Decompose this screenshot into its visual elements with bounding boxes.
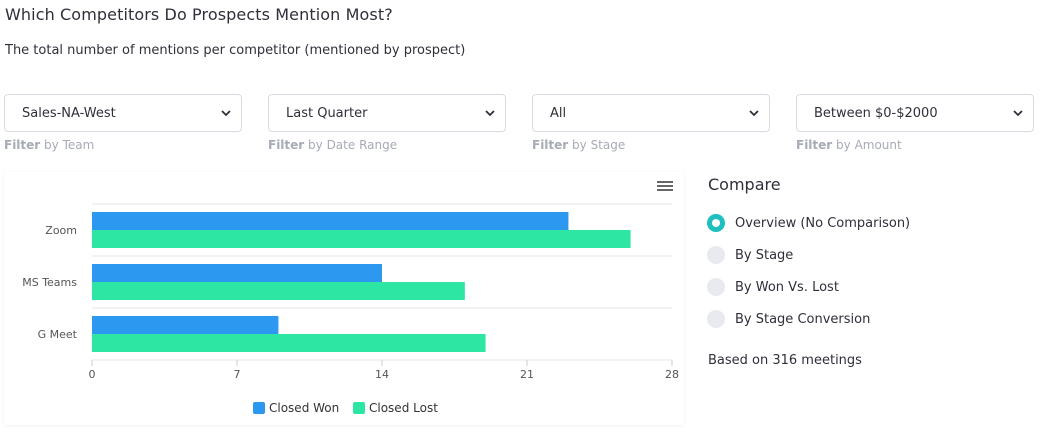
team-filter: Sales-NA-West Filter by Team	[4, 94, 242, 152]
compare-option-stage-conversion[interactable]: By Stage Conversion	[707, 310, 870, 328]
x-tick-label: 28	[665, 368, 679, 381]
x-tick-label: 7	[234, 368, 241, 381]
stage-filter: All Filter by Stage	[532, 94, 770, 152]
competitor-bar-chart: Zoom MS Teams G Meet 0 7 14 21 28 Closed Won Clos…	[22, 203, 679, 415]
radio-unchecked-icon[interactable]	[707, 310, 725, 328]
date-range-filter-label: Filter by Date Range	[268, 138, 398, 152]
compare-title: Compare	[708, 175, 781, 194]
bar-closed-lost-g-meet	[92, 334, 486, 352]
page-subtitle: The total number of mentions per competi…	[5, 43, 466, 58]
amount-filter-label: Filter by Amount	[796, 138, 902, 152]
competitor-chart-card: Zoom MS Teams G Meet 0 7 14 21 28 Closed Won Clos…	[4, 172, 684, 425]
bar-closed-lost-zoom	[92, 230, 631, 248]
amount-select-value: Between $0-$2000	[814, 105, 938, 121]
date-range-select[interactable]: Last Quarter	[268, 94, 506, 132]
compare-option-by-stage[interactable]: By Stage	[707, 246, 793, 264]
legend-swatch-closed-lost	[353, 402, 365, 414]
chevron-down-icon	[1013, 110, 1023, 117]
radio-unchecked-icon[interactable]	[707, 246, 725, 264]
category-label: MS Teams	[22, 276, 77, 289]
team-select[interactable]: Sales-NA-West	[4, 94, 242, 132]
team-filter-label: Filter by Team	[4, 138, 95, 152]
compare-option-label: By Won Vs. Lost	[735, 279, 839, 295]
team-select-value: Sales-NA-West	[22, 105, 116, 121]
compare-option-label: Overview (No Comparison)	[735, 215, 911, 231]
page-title: Which Competitors Do Prospects Mention M…	[5, 5, 393, 24]
radio-checked-icon[interactable]	[707, 214, 725, 232]
legend-label: Closed Won	[269, 401, 339, 415]
bar-closed-lost-ms-teams	[92, 282, 465, 300]
x-tick-label: 0	[89, 368, 96, 381]
x-tick-label: 14	[375, 368, 389, 381]
legend-swatch-closed-won	[253, 402, 265, 414]
bar-closed-won-g-meet	[92, 316, 279, 334]
compare-option-won-vs-lost[interactable]: By Won Vs. Lost	[707, 278, 839, 296]
category-label: Zoom	[45, 224, 77, 237]
bar-closed-won-zoom	[92, 212, 569, 230]
chevron-down-icon	[221, 110, 231, 117]
x-tick-label: 21	[520, 368, 534, 381]
legend-label: Closed Lost	[369, 401, 438, 415]
radio-unchecked-icon[interactable]	[707, 278, 725, 296]
bar-closed-won-ms-teams	[92, 264, 382, 282]
amount-select[interactable]: Between $0-$2000	[796, 94, 1034, 132]
stage-filter-label: Filter by Stage	[532, 138, 626, 152]
category-label: G Meet	[38, 328, 78, 341]
date-range-select-value: Last Quarter	[286, 105, 368, 121]
amount-filter: Between $0-$2000 Filter by Amount	[796, 94, 1034, 152]
chevron-down-icon	[749, 110, 759, 117]
stage-select-value: All	[550, 105, 567, 121]
compare-option-label: By Stage Conversion	[735, 311, 871, 327]
stage-select[interactable]: All	[532, 94, 770, 132]
date-range-filter: Last Quarter Filter by Date Range	[268, 94, 506, 152]
meetings-count-note: Based on 316 meetings	[708, 353, 862, 368]
compare-option-label: By Stage	[735, 247, 794, 263]
hamburger-menu-icon[interactable]	[656, 179, 674, 193]
compare-option-overview[interactable]: Overview (No Comparison)	[707, 214, 910, 232]
chevron-down-icon	[485, 110, 495, 117]
